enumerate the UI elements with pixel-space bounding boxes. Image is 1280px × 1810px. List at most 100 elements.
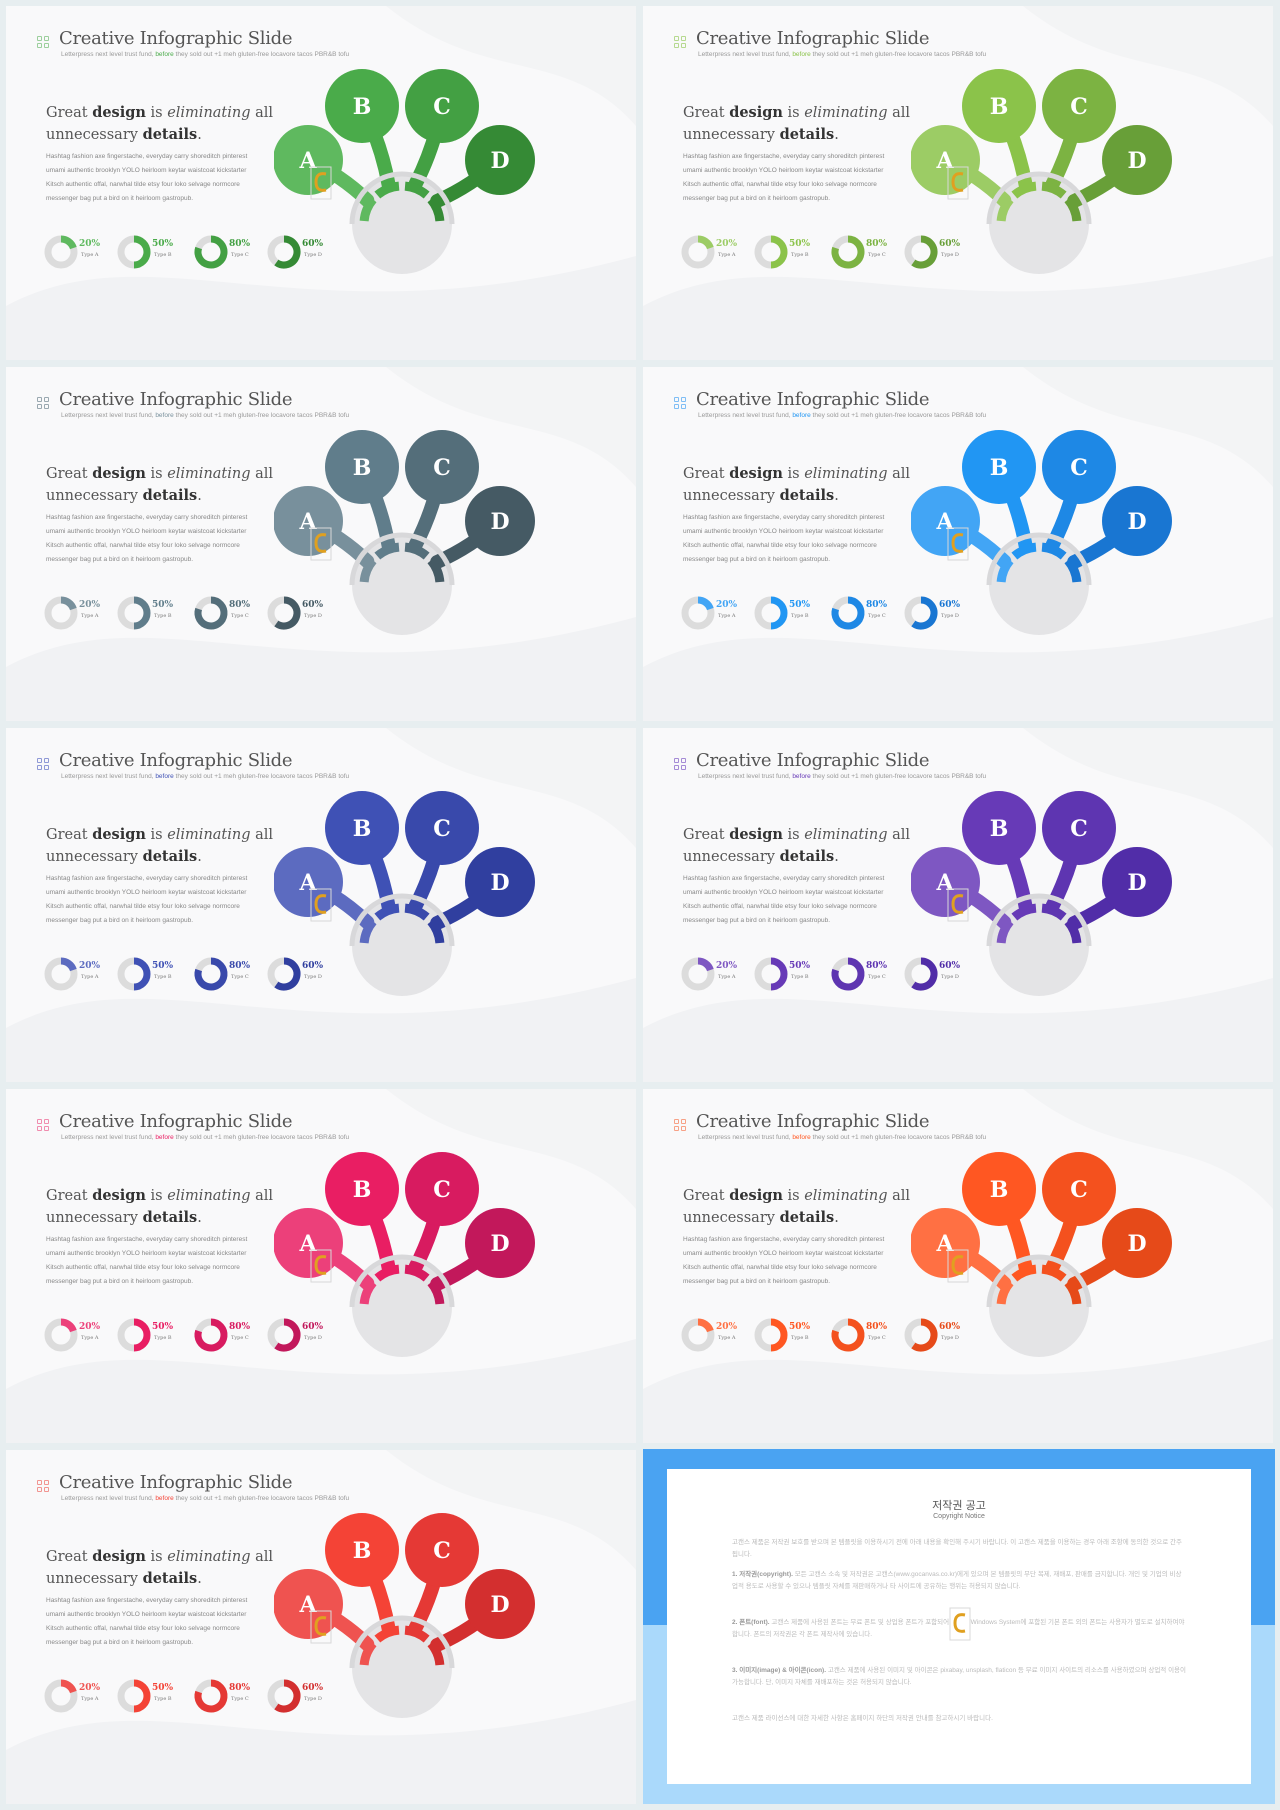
donut-4: 60% Type D bbox=[903, 232, 973, 272]
donut-type: Type C bbox=[231, 1696, 249, 1702]
bubble-c: C bbox=[405, 791, 479, 865]
donut-fill bbox=[133, 1318, 151, 1352]
headline-part: . bbox=[197, 127, 202, 143]
donut-type: Type D bbox=[941, 252, 959, 258]
hub-ring-segment bbox=[1011, 903, 1037, 921]
donut-fill bbox=[274, 957, 301, 991]
headline-part: unnecessary bbox=[46, 127, 143, 143]
headline-part: . bbox=[834, 849, 839, 865]
hub-ring-segment bbox=[374, 1264, 400, 1282]
copyright-paragraph-title: 1. 저작권(copyright). bbox=[732, 1571, 793, 1578]
donut-chart bbox=[904, 235, 938, 269]
hub-ring-segment bbox=[1041, 181, 1067, 199]
bubble-letter: C bbox=[433, 1538, 451, 1564]
headline-part: is bbox=[782, 827, 805, 843]
bubble-a: A bbox=[274, 1208, 343, 1278]
bubble-b: B bbox=[325, 1152, 399, 1226]
donut-chart bbox=[904, 1318, 938, 1352]
donut-percent: 20% bbox=[79, 1683, 101, 1693]
hub-circle bbox=[989, 1257, 1089, 1357]
hub-circle bbox=[352, 535, 452, 635]
hub-ring-segment bbox=[374, 181, 400, 199]
grid-icon bbox=[674, 397, 688, 411]
donut-type: Type B bbox=[154, 252, 172, 258]
hub-ring-segment bbox=[996, 557, 1014, 583]
donut-percent: 80% bbox=[866, 600, 888, 610]
donut-percent: 80% bbox=[866, 961, 888, 971]
headline-part: design bbox=[729, 1187, 783, 1204]
headline-part: unnecessary bbox=[46, 1210, 143, 1226]
bubble-c: C bbox=[405, 69, 479, 143]
donut-type: Type A bbox=[81, 252, 99, 258]
donut-chart bbox=[831, 1318, 865, 1352]
bubble-diagram: AB C D bbox=[274, 1513, 535, 1718]
slide-pink: Creative Infographic Slide Letterpress ne… bbox=[6, 1089, 636, 1443]
subtitle-highlight: before bbox=[155, 51, 174, 58]
headline-part: design bbox=[92, 1548, 146, 1565]
donut-4: 60% Type D bbox=[903, 1315, 973, 1355]
hub-ring-segment bbox=[404, 903, 430, 921]
donut-percent: 50% bbox=[152, 239, 174, 249]
slide-blue: Creative Infographic Slide Letterpress ne… bbox=[643, 367, 1273, 721]
donut-type: Type D bbox=[304, 252, 322, 258]
bubble-b: B bbox=[325, 69, 399, 143]
hub-ring-segment bbox=[359, 196, 377, 222]
body-text: Hashtag fashion axe fingerstache, everyd… bbox=[683, 875, 885, 924]
bubble-b: B bbox=[962, 430, 1036, 504]
headline: Great design is eliminating all unnecessa… bbox=[46, 102, 276, 146]
donut-percent: 20% bbox=[79, 961, 101, 971]
donut-type: Type B bbox=[154, 613, 172, 619]
body-text: Hashtag fashion axe fingerstache, everyd… bbox=[683, 153, 885, 202]
subtitle-text: they sold out +1 meh gluten-free locavor… bbox=[173, 1134, 350, 1141]
subtitle-text: they sold out +1 meh gluten-free locavor… bbox=[810, 1134, 987, 1141]
donut-type: Type A bbox=[718, 1335, 736, 1341]
background-swirl bbox=[6, 728, 636, 1082]
body-text: Hashtag fashion axe fingerstache, everyd… bbox=[683, 1236, 885, 1285]
donut-fill bbox=[133, 235, 151, 269]
donut-chart bbox=[117, 1679, 151, 1713]
donut-chart bbox=[681, 1318, 715, 1352]
donut-percent: 60% bbox=[302, 600, 324, 610]
donut-2: 50% Type B bbox=[753, 593, 823, 633]
headline-part: is bbox=[145, 827, 168, 843]
grid-icon bbox=[674, 1119, 688, 1133]
copyright-paragraph: 1. 저작권(copyright). 모든 고캔스 소속 및 저작권은 고캔스(… bbox=[732, 1569, 1187, 1593]
headline-part: Great bbox=[46, 1549, 93, 1565]
hub-ring-segment bbox=[404, 542, 430, 560]
donut-1: 20% Type A bbox=[43, 232, 113, 272]
bubble-letter: C bbox=[1070, 94, 1088, 120]
headline-part: Great bbox=[683, 1188, 730, 1204]
donut-chart bbox=[44, 1679, 78, 1713]
donut-fill bbox=[274, 1318, 301, 1352]
donut-chart bbox=[831, 957, 865, 991]
subtitle-highlight: before bbox=[155, 1134, 174, 1141]
watermark-logo-icon bbox=[310, 1249, 332, 1283]
donut-chart bbox=[754, 235, 788, 269]
copyright-paragraph-title: 2. 폰트(font). bbox=[732, 1619, 770, 1626]
donut-percent: 60% bbox=[302, 1683, 324, 1693]
bubble-a: A bbox=[274, 125, 343, 195]
hub-ring-segment bbox=[374, 1625, 400, 1643]
bubble-letter: D bbox=[1127, 1231, 1146, 1257]
slide-title: Creative Infographic Slide bbox=[59, 1472, 293, 1493]
donut-fill bbox=[770, 957, 788, 991]
donut-fill bbox=[60, 1679, 77, 1694]
bubble-letter: B bbox=[353, 1177, 372, 1203]
donut-percent: 60% bbox=[302, 239, 324, 249]
hub-ring-segment bbox=[404, 1264, 430, 1282]
bubble-b: B bbox=[962, 69, 1036, 143]
headline-part: design bbox=[729, 104, 783, 121]
hub-ring-segment bbox=[1041, 542, 1067, 560]
headline-part: . bbox=[197, 1571, 202, 1587]
watermark-logo-icon bbox=[947, 1249, 969, 1283]
donut-type: Type B bbox=[154, 1335, 172, 1341]
donut-chart bbox=[267, 957, 301, 991]
slide-title: Creative Infographic Slide bbox=[59, 28, 293, 49]
donut-type: Type D bbox=[941, 974, 959, 980]
background-swirl bbox=[643, 367, 1273, 721]
headline-part: . bbox=[834, 127, 839, 143]
headline-part: . bbox=[197, 849, 202, 865]
donut-percent: 60% bbox=[302, 1322, 324, 1332]
background-swirl bbox=[643, 6, 1273, 360]
hub-ring-segment bbox=[427, 557, 445, 583]
